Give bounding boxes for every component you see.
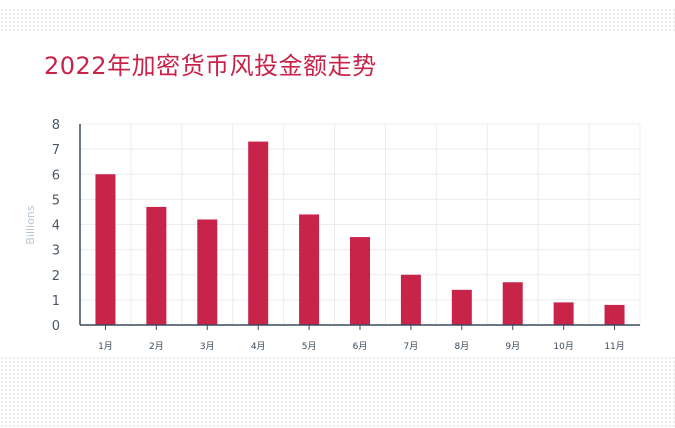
y-tick-label: 0 [52, 319, 60, 334]
bar-2 [146, 206, 167, 325]
x-tick-label: 9月 [505, 341, 520, 352]
y-tick-labels: 0 1 2 3 4 5 6 7 8 [52, 118, 60, 334]
x-tick-label: 1月 [98, 341, 113, 352]
y-tick-label: 8 [52, 118, 60, 133]
chart-title: 2022年加密货币风投金额走势 [44, 52, 377, 80]
y-tick-label: 3 [52, 244, 60, 259]
y-tick-label: 5 [52, 193, 60, 208]
y-tick-label: 2 [52, 269, 60, 284]
y-tick-label: 1 [52, 294, 60, 309]
x-tick-label: 4月 [251, 341, 266, 352]
bar-8 [451, 289, 472, 325]
dotted-band-bottom [0, 356, 675, 428]
x-tick-label: 2月 [149, 341, 164, 352]
bar-9 [502, 282, 523, 325]
bars [95, 141, 625, 325]
bar-6 [350, 237, 370, 325]
bar-4 [248, 141, 269, 325]
x-tick-label: 8月 [454, 341, 469, 352]
x-tick-label: 3月 [200, 341, 215, 352]
x-tick-label: 7月 [404, 341, 419, 352]
bar-7 [400, 274, 421, 325]
y-tick-label: 6 [52, 168, 60, 183]
bar-3 [197, 219, 218, 325]
x-tick-labels: 1月 2月 3月 4月 5月 6月 7月 8月 9月 10月 11月 [98, 341, 625, 352]
bar-10 [553, 302, 574, 325]
dotted-band-top [0, 8, 675, 32]
x-tick-label: 5月 [302, 341, 317, 352]
grid-lines [79, 123, 641, 325]
bar-11 [604, 304, 625, 325]
bar-5 [299, 214, 320, 325]
x-tick-label: 6月 [353, 341, 368, 352]
axes [79, 124, 640, 330]
y-tick-label: 7 [52, 143, 60, 158]
y-tick-label: 4 [52, 219, 60, 234]
x-tick-label: 11月 [604, 341, 624, 352]
x-tick-label: 10月 [553, 341, 573, 352]
bar-1 [95, 174, 116, 325]
y-axis-label: Billions [24, 205, 37, 244]
